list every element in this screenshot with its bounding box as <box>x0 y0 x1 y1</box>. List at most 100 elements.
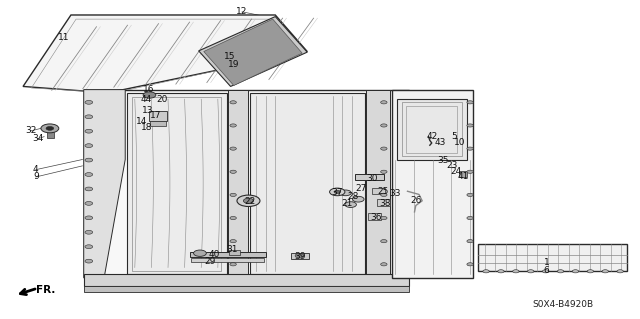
Circle shape <box>572 270 579 273</box>
Text: 37: 37 <box>332 188 343 197</box>
Polygon shape <box>204 19 302 85</box>
Text: 9: 9 <box>33 173 38 182</box>
Bar <box>189 252 266 257</box>
Circle shape <box>85 216 93 220</box>
Circle shape <box>483 270 489 273</box>
Circle shape <box>467 240 473 243</box>
Circle shape <box>230 263 236 266</box>
Circle shape <box>527 270 534 273</box>
Circle shape <box>467 147 473 150</box>
Text: 21: 21 <box>342 198 353 208</box>
Text: 16: 16 <box>143 85 155 94</box>
Polygon shape <box>250 93 365 274</box>
Circle shape <box>381 217 387 219</box>
Circle shape <box>334 190 340 194</box>
Circle shape <box>230 217 236 219</box>
Text: 5: 5 <box>451 132 457 141</box>
Polygon shape <box>397 99 467 160</box>
Circle shape <box>85 100 93 104</box>
Circle shape <box>381 170 387 173</box>
Bar <box>149 111 167 121</box>
Text: 38: 38 <box>380 199 391 208</box>
Text: 29: 29 <box>204 257 216 266</box>
Text: 40: 40 <box>209 250 220 259</box>
Circle shape <box>295 254 304 258</box>
Circle shape <box>85 144 93 148</box>
Text: 23: 23 <box>447 161 458 170</box>
Circle shape <box>143 92 156 98</box>
Circle shape <box>85 245 93 249</box>
Text: 18: 18 <box>141 123 152 132</box>
Circle shape <box>85 173 93 176</box>
Text: 36: 36 <box>370 213 381 222</box>
Circle shape <box>543 270 549 273</box>
Bar <box>460 171 467 177</box>
Bar <box>378 199 390 205</box>
Circle shape <box>467 101 473 104</box>
Text: 27: 27 <box>356 184 367 193</box>
Circle shape <box>340 190 351 196</box>
Text: 39: 39 <box>294 252 305 261</box>
Polygon shape <box>198 17 307 86</box>
Text: S0X4-B4920B: S0X4-B4920B <box>532 300 593 309</box>
Polygon shape <box>228 90 248 278</box>
Text: 34: 34 <box>32 134 44 143</box>
Circle shape <box>467 263 473 266</box>
Circle shape <box>381 124 387 127</box>
Circle shape <box>602 270 609 273</box>
Circle shape <box>467 170 473 173</box>
Polygon shape <box>478 244 627 271</box>
Polygon shape <box>84 90 125 278</box>
Circle shape <box>230 240 236 243</box>
Text: 44: 44 <box>141 95 152 104</box>
Circle shape <box>381 240 387 243</box>
Text: 32: 32 <box>25 126 36 135</box>
Circle shape <box>85 129 93 133</box>
Circle shape <box>381 193 387 197</box>
Circle shape <box>230 170 236 173</box>
Text: 6: 6 <box>544 265 550 275</box>
Text: 41: 41 <box>458 172 469 181</box>
Bar <box>355 174 384 180</box>
Circle shape <box>345 202 356 207</box>
Circle shape <box>85 259 93 263</box>
Bar <box>229 250 239 255</box>
Text: FR.: FR. <box>36 286 55 295</box>
Circle shape <box>467 193 473 197</box>
Text: 13: 13 <box>142 106 154 115</box>
Polygon shape <box>84 274 410 286</box>
Circle shape <box>381 147 387 150</box>
Polygon shape <box>84 90 410 278</box>
Text: 33: 33 <box>390 189 401 198</box>
Text: 31: 31 <box>227 245 238 254</box>
Text: 19: 19 <box>228 60 239 69</box>
Text: 1: 1 <box>544 258 550 267</box>
Circle shape <box>41 124 59 133</box>
Text: 24: 24 <box>451 167 461 176</box>
Text: 17: 17 <box>150 111 161 120</box>
Bar <box>372 188 385 195</box>
Polygon shape <box>127 93 227 274</box>
Circle shape <box>230 124 236 127</box>
Text: 42: 42 <box>427 132 438 141</box>
Polygon shape <box>84 286 410 292</box>
Circle shape <box>467 124 473 127</box>
Circle shape <box>243 198 253 203</box>
Text: 20: 20 <box>156 95 167 104</box>
Bar <box>47 131 54 138</box>
Text: 4: 4 <box>33 165 38 174</box>
Polygon shape <box>392 90 473 278</box>
Bar <box>150 122 166 126</box>
Circle shape <box>85 115 93 119</box>
Circle shape <box>513 270 519 273</box>
Text: 30: 30 <box>367 174 378 183</box>
Text: 15: 15 <box>223 52 235 61</box>
Circle shape <box>230 147 236 150</box>
Text: 22: 22 <box>244 197 255 206</box>
Circle shape <box>230 193 236 197</box>
Text: 43: 43 <box>435 138 445 147</box>
Polygon shape <box>366 90 390 278</box>
Circle shape <box>498 270 504 273</box>
Bar <box>368 213 381 220</box>
Text: 35: 35 <box>438 156 449 165</box>
